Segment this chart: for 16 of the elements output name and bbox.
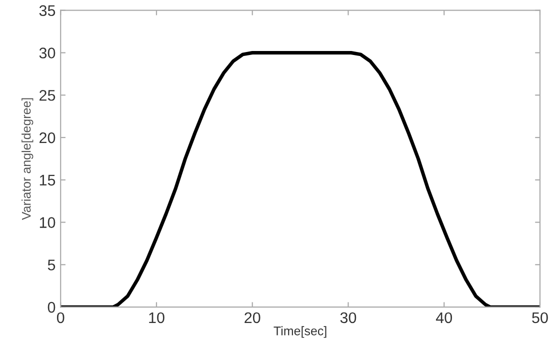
x-tick-label: 10 — [149, 312, 164, 324]
y-tick-label: 15 — [40, 174, 56, 186]
x-tick-label: 0 — [56, 312, 64, 324]
y-tick-label: 10 — [40, 217, 56, 228]
y-tick-label: 25 — [40, 90, 56, 101]
x-tick-label: 30 — [340, 312, 356, 324]
y-tick-label: 5 — [48, 260, 56, 270]
y-tick-label: 20 — [40, 132, 56, 144]
y-tick-label: 0 — [48, 302, 56, 313]
y-axis-title: Variator angle[degree] — [22, 98, 34, 220]
x-axis-title: Time[sec] — [274, 326, 326, 338]
x-tick-label: 20 — [244, 312, 260, 324]
x-tick-label: 40 — [436, 312, 452, 324]
y-tick-label: 35 — [39, 5, 56, 16]
y-tick-label: 30 — [39, 48, 56, 58]
x-tick-label: 50 — [532, 312, 548, 324]
